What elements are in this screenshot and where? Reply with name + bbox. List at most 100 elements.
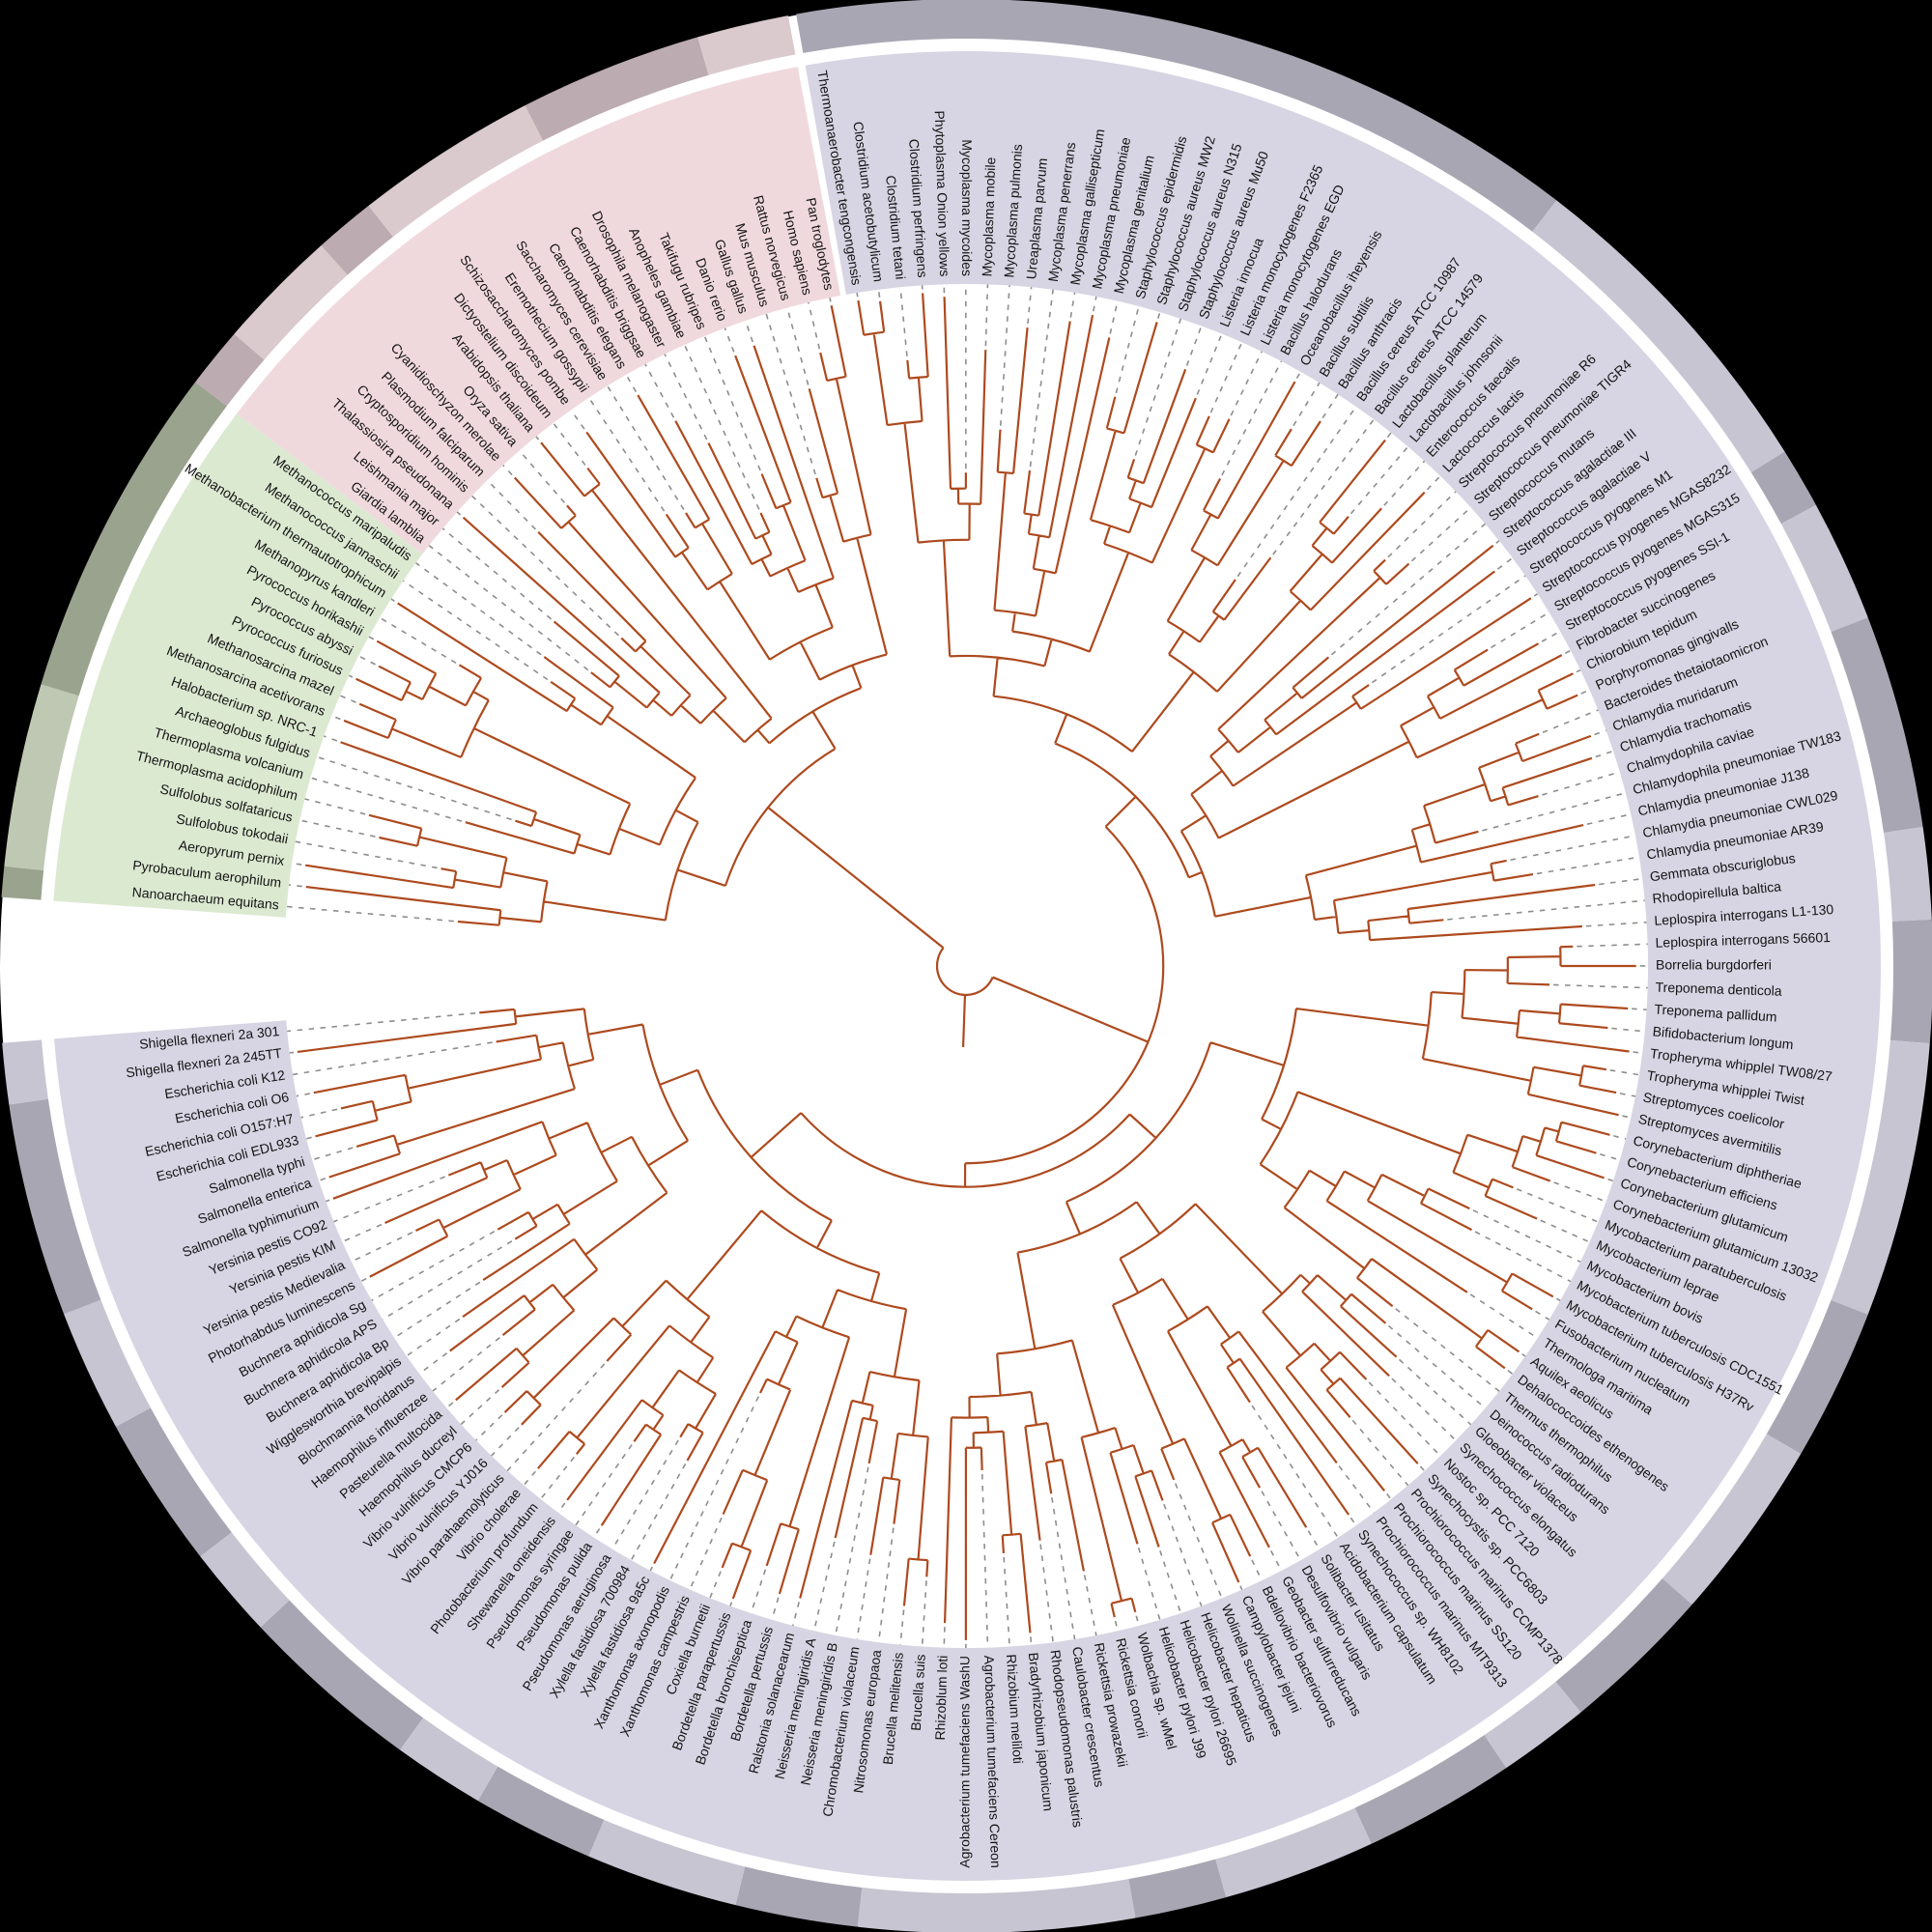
leader-line xyxy=(786,307,810,385)
leader-line xyxy=(289,1051,295,1054)
leader-line xyxy=(441,527,553,620)
leader-line xyxy=(829,298,832,302)
leader-line xyxy=(877,289,881,298)
leader-line xyxy=(644,363,675,418)
ring-segment-bacteria xyxy=(115,1407,232,1557)
clade-sector-eukaryota xyxy=(237,67,841,554)
leader-line xyxy=(1542,709,1599,733)
leader-line xyxy=(765,313,816,475)
leader-line xyxy=(540,1456,575,1500)
leader-line xyxy=(295,840,438,869)
ring-segment-archaea xyxy=(4,684,79,871)
ring-segment-bacteria xyxy=(735,1866,863,1927)
leader-line xyxy=(1613,1135,1627,1140)
leader-line xyxy=(856,1558,871,1640)
ring-segment-bacteria xyxy=(1884,827,1932,922)
leader-line xyxy=(296,1093,311,1097)
leader-line xyxy=(1595,750,1614,758)
ring-segment-bacteria xyxy=(64,1299,151,1427)
leader-line xyxy=(1368,1381,1441,1457)
leader-line xyxy=(689,1517,723,1590)
leaf-label: Leplospira interrogans 56601 xyxy=(1655,929,1831,951)
leader-line xyxy=(1134,318,1182,456)
leader-line xyxy=(1135,1615,1140,1627)
leader-line xyxy=(611,1439,679,1550)
leader-line xyxy=(1482,792,1627,832)
leader-line xyxy=(324,735,338,742)
leader-line xyxy=(1410,506,1472,562)
leader-line xyxy=(1251,1559,1263,1581)
leader-line xyxy=(553,422,586,466)
leader-line xyxy=(1350,445,1409,515)
leader-line xyxy=(357,655,376,666)
dendrogram-path xyxy=(297,293,1636,1640)
leader-line xyxy=(1221,360,1283,476)
leaf-label: Treponema denticola xyxy=(1655,980,1782,999)
ring-segment-bacteria xyxy=(477,1766,605,1857)
leader-line xyxy=(1619,1093,1636,1097)
leader-line xyxy=(1553,1181,1606,1203)
leader-line xyxy=(371,1231,496,1301)
leader-line xyxy=(1535,1310,1550,1321)
leader-line xyxy=(1261,1491,1302,1561)
leader-line xyxy=(1387,1324,1487,1409)
ring-segment-bacteria xyxy=(1831,617,1923,833)
leader-line xyxy=(1039,1544,1054,1643)
ring-segment-eukaryota xyxy=(697,15,796,75)
leader-line xyxy=(1555,1297,1561,1302)
leader-line xyxy=(305,1136,312,1140)
leader-line xyxy=(1351,1419,1409,1487)
leaf-label: Mycoplasma mycoides xyxy=(959,139,975,276)
leader-line xyxy=(379,616,457,664)
leader-line xyxy=(1295,371,1302,380)
ring-segment-bacteria xyxy=(399,1718,498,1802)
leaf-label: Phytoplasma Onion yellows xyxy=(932,110,953,276)
leader-line xyxy=(1594,729,1606,736)
leader-line xyxy=(1533,593,1539,597)
leader-line xyxy=(1521,1352,1526,1357)
leaf-label: Mycoplasma mobile xyxy=(979,156,998,276)
ring-segment-eukaryota xyxy=(368,105,544,238)
leader-line xyxy=(607,385,685,510)
ring-segment-bacteria xyxy=(200,1532,290,1628)
ring-segment-bacteria xyxy=(1780,504,1868,632)
leader-line xyxy=(1398,1358,1472,1426)
leader-line xyxy=(341,1223,383,1243)
leader-line xyxy=(1580,689,1590,695)
ring-segment-bacteria xyxy=(1484,1681,1581,1769)
leader-line xyxy=(393,1281,481,1339)
leader-line xyxy=(360,1277,367,1283)
leader-line xyxy=(1175,1483,1223,1599)
leader-line xyxy=(506,1363,606,1472)
leader-line xyxy=(1553,983,1648,989)
leader-line xyxy=(1426,475,1441,491)
leaf-label: Agrobacterium tumefaciens Cereon xyxy=(981,1655,1004,1868)
leader-line xyxy=(286,905,454,923)
leader-line xyxy=(382,1240,513,1321)
leader-line xyxy=(1391,1378,1457,1441)
leader-line xyxy=(1051,1497,1076,1640)
ring-segment-bacteria xyxy=(1750,451,1816,525)
ring-segment-bacteria xyxy=(1354,1735,1507,1844)
leader-line xyxy=(556,1502,566,1514)
leader-line xyxy=(1350,1517,1357,1526)
leader-line xyxy=(368,636,375,640)
leader-line xyxy=(1472,1209,1581,1264)
leader-line xyxy=(1469,1293,1539,1339)
ring-segment-bacteria xyxy=(2,1039,48,1105)
ring-segment-archaea xyxy=(41,382,227,696)
leader-line xyxy=(808,301,821,350)
leader-line xyxy=(287,1011,476,1033)
leader-line xyxy=(1633,1051,1643,1055)
leader-line xyxy=(1137,1547,1161,1621)
ring-segment-bacteria xyxy=(1662,1434,1802,1605)
ring-segment-bacteria xyxy=(1215,1807,1372,1898)
ring-segment-archaea xyxy=(1,866,44,900)
leader-line xyxy=(1541,630,1561,642)
leader-line xyxy=(1387,491,1457,558)
leader-line xyxy=(1507,1370,1514,1375)
leader-line xyxy=(432,1336,500,1392)
leader-line xyxy=(333,1176,445,1223)
